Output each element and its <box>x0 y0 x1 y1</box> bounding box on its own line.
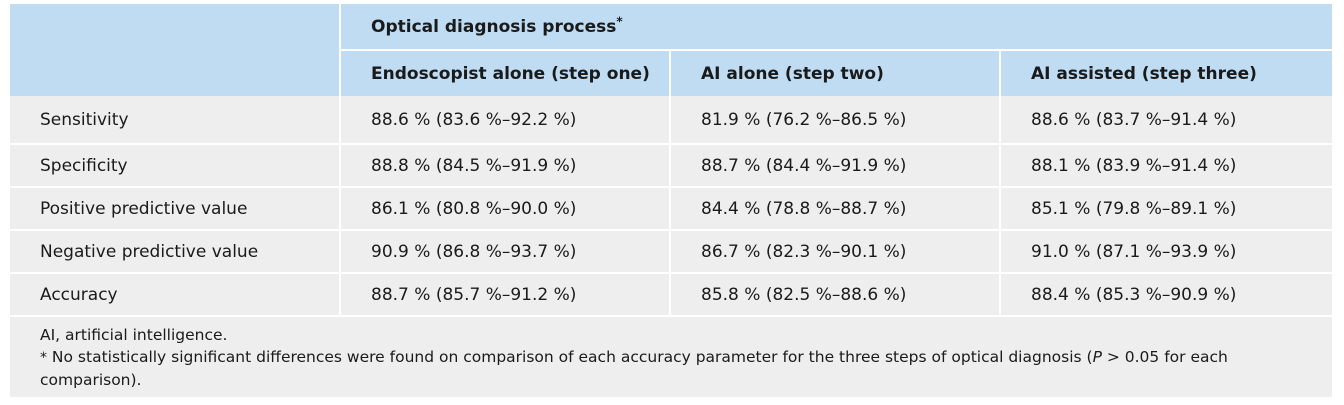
table-cell: 85.8 % (82.5 %–88.6 %) <box>670 272 1001 316</box>
table-cell: 84.4 % (78.8 %–88.7 %) <box>670 186 1001 230</box>
row-label: Specificity <box>10 143 341 187</box>
table-cell: 90.9 % (86.8 %–93.7 %) <box>340 229 671 273</box>
table-cell: 86.1 % (80.8 %–90.0 %) <box>340 186 671 230</box>
table-cell: 91.0 % (87.1 %–93.9 %) <box>1000 229 1333 273</box>
table-cell: 88.1 % (83.9 %–91.4 %) <box>1000 143 1333 187</box>
table-cell: 88.4 % (85.3 %–90.9 %) <box>1000 272 1333 316</box>
table-cell: 88.6 % (83.6 %–92.2 %) <box>340 96 671 144</box>
column-header: AI alone (step two) <box>670 50 1001 96</box>
footnote-text-start: No statistically significant differences… <box>47 347 1093 366</box>
table-cell: 88.7 % (85.7 %–91.2 %) <box>340 272 671 316</box>
header-row-columns: Endoscopist alone (step one) AI alone (s… <box>10 50 1333 96</box>
group-header-cell: Optical diagnosis process* <box>340 4 1333 51</box>
footnote-text-end: > 0.05 for each comparison). <box>40 347 1228 389</box>
table-row: Sensitivity 88.6 % (83.6 %–92.2 %) 81.9 … <box>10 96 1333 144</box>
row-label: Sensitivity <box>10 96 341 144</box>
results-table-container: Optical diagnosis process* Endoscopist a… <box>10 4 1333 397</box>
table-row: Specificity 88.8 % (84.5 %–91.9 %) 88.7 … <box>10 143 1333 187</box>
group-header-marker: * <box>616 13 623 28</box>
table-cell: 86.7 % (82.3 %–90.1 %) <box>670 229 1001 273</box>
group-header-title: Optical diagnosis process <box>371 16 617 37</box>
table-row: Positive predictive value 86.1 % (80.8 %… <box>10 186 1333 230</box>
table-row: Negative predictive value 90.9 % (86.8 %… <box>10 229 1333 273</box>
footnote-row: AI, artificial intelligence. * No statis… <box>10 315 1333 397</box>
row-label: Accuracy <box>10 272 341 316</box>
table-cell: 85.1 % (79.8 %–89.1 %) <box>1000 186 1333 230</box>
footnote-significance: * No statistically significant differenc… <box>40 346 1332 391</box>
table-cell: 88.7 % (84.4 %–91.9 %) <box>670 143 1001 187</box>
column-header: AI assisted (step three) <box>1000 50 1333 96</box>
footnote-p-symbol: P <box>1092 347 1102 366</box>
table-cell: 88.8 % (84.5 %–91.9 %) <box>340 143 671 187</box>
table-cell: 88.6 % (83.7 %–91.4 %) <box>1000 96 1333 144</box>
footnote-abbreviation: AI, artificial intelligence. <box>40 325 228 344</box>
row-label: Negative predictive value <box>10 229 341 273</box>
header-row-group: Optical diagnosis process* <box>10 4 1333 96</box>
column-header: Endoscopist alone (step one) <box>340 50 671 96</box>
table-row: Accuracy 88.7 % (85.7 %–91.2 %) 85.8 % (… <box>10 272 1333 316</box>
row-label: Positive predictive value <box>10 186 341 230</box>
footnote-cell: AI, artificial intelligence. * No statis… <box>10 315 1333 397</box>
optical-diagnosis-table: Optical diagnosis process* Endoscopist a… <box>10 4 1333 397</box>
header-corner-cell <box>10 4 341 96</box>
footnote-marker: * <box>40 349 47 366</box>
table-cell: 81.9 % (76.2 %–86.5 %) <box>670 96 1001 144</box>
